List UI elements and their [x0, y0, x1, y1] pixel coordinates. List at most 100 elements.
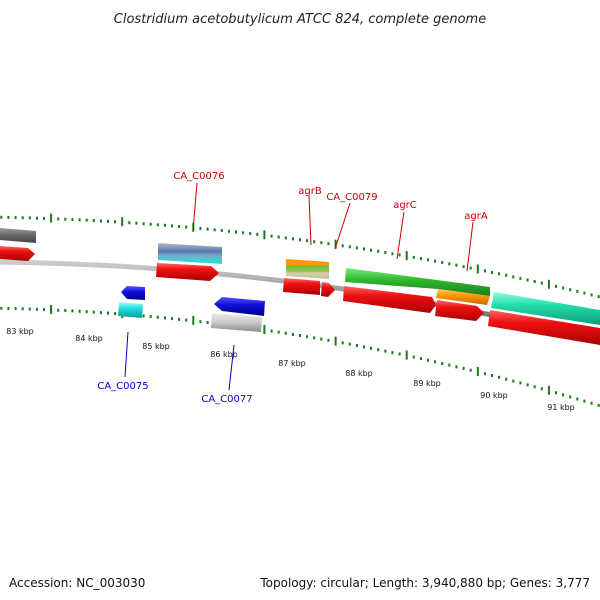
upper-scale-minor-tick [519, 276, 522, 280]
lower-scale-minor-tick [448, 363, 451, 367]
upper-scale-minor-tick [78, 218, 81, 222]
lower-scale-minor-tick [270, 329, 273, 333]
leader-line-agrc [396, 211, 405, 260]
lower-scale-minor-tick [35, 307, 38, 311]
gene-label-agrc[interactable]: agrC [393, 200, 417, 211]
upper-scale-minor-tick [14, 216, 17, 220]
upper-scale-minor-tick [505, 273, 508, 277]
cds-upper-red-4[interactable] [321, 282, 335, 297]
lower-scale-minor-tick [434, 360, 437, 364]
lower-scale-minor-tick [163, 316, 166, 320]
upper-scale-minor-tick [249, 232, 252, 236]
lower-scale-minor-tick [391, 351, 394, 355]
upper-scale-minor-tick [242, 231, 245, 235]
lower-scale-minor-tick [512, 379, 515, 383]
cds-upper-mint[interactable] [491, 292, 600, 325]
cds-upper-dark-gray[interactable] [0, 228, 36, 243]
lower-scale-minor-tick [71, 309, 74, 313]
lower-scale-minor-tick [341, 341, 344, 345]
kbp-label-88: 88 kbp [345, 369, 373, 378]
lower-scale-minor-tick [7, 307, 10, 310]
upper-scale-minor-tick [64, 217, 67, 221]
lower-scale-minor-tick [355, 344, 358, 347]
cds-upper-red-7[interactable] [488, 310, 600, 345]
upper-scale-minor-tick [327, 242, 330, 246]
lower-scale-minor-tick [178, 317, 181, 321]
lower-scale-major-tick [405, 350, 408, 360]
upper-scale-minor-tick [107, 219, 109, 223]
cds-lower-blue-ca-c0075[interactable] [121, 286, 145, 300]
cds-upper-red-1[interactable] [0, 246, 35, 261]
upper-scale-minor-tick [71, 218, 74, 221]
upper-scale-minor-tick [391, 252, 394, 256]
upper-scale-minor-tick [291, 237, 294, 241]
lower-scale-minor-tick [291, 332, 294, 336]
lower-scale-minor-tick [85, 310, 88, 314]
upper-scale-minor-tick [498, 272, 501, 276]
upper-scale-minor-tick [28, 216, 31, 220]
genome-summary-text: Topology: circular; Length: 3,940,880 bp… [259, 576, 590, 590]
lower-scale-minor-tick [555, 391, 557, 395]
kbp-label-87: 87 kbp [278, 359, 306, 368]
cds-upper-orange-agra[interactable] [436, 289, 490, 305]
upper-scale-minor-tick [156, 223, 159, 227]
lower-scale-minor-tick [363, 345, 365, 349]
gene-label-agra[interactable]: agrA [464, 211, 488, 222]
kbp-label-91: 91 kbp [547, 403, 575, 412]
upper-scale-minor-tick [427, 258, 429, 262]
gene-label-ca-c0076[interactable]: CA_C0076 [173, 171, 224, 182]
upper-scale-minor-tick [142, 222, 145, 226]
cds-upper-red-2[interactable] [156, 263, 219, 281]
upper-scale-major-tick [476, 264, 479, 274]
leader-line-agra [466, 221, 474, 272]
upper-scale-minor-tick [384, 251, 387, 254]
lower-scale-minor-tick [597, 403, 600, 407]
cds-upper-red-5[interactable] [343, 286, 436, 313]
cds-upper-multi[interactable] [286, 259, 329, 279]
cds-lower-blue-ca-c0077[interactable] [214, 297, 265, 316]
kbp-label-84: 84 kbp [75, 334, 103, 343]
lower-scale-major-tick [263, 325, 266, 334]
upper-scale-minor-tick [320, 241, 323, 245]
lower-scale-minor-tick [28, 307, 31, 311]
cds-upper-green-agrc[interactable] [345, 268, 490, 296]
upper-scale-minor-tick [178, 225, 181, 228]
upper-scale-minor-tick [163, 223, 166, 227]
upper-scale-minor-tick [213, 228, 216, 232]
lower-scale-minor-tick [441, 362, 444, 365]
gene-label-ca-c0079[interactable]: CA_C0079 [326, 192, 377, 203]
cds-upper-red-3[interactable] [283, 278, 320, 295]
cds-upper-red-6[interactable] [435, 300, 484, 321]
lower-scale-minor-tick [185, 318, 188, 322]
lower-scale-major-tick [547, 385, 550, 395]
upper-scale-major-tick [334, 239, 337, 249]
upper-scale-minor-tick [284, 236, 287, 240]
upper-scale-minor-tick [99, 219, 102, 223]
lower-scale-minor-tick [284, 331, 287, 335]
upper-scale-minor-tick [256, 232, 259, 236]
lower-scale-minor-tick [171, 317, 173, 321]
upper-scale-minor-tick [43, 216, 45, 220]
upper-scale-minor-tick [526, 278, 529, 282]
upper-scale-minor-tick [533, 280, 536, 283]
upper-scale-minor-tick [412, 255, 415, 259]
upper-scale-major-tick [405, 251, 408, 261]
cds-lower-cyan[interactable] [118, 302, 143, 318]
gene-label-ca-c0077[interactable]: CA_C0077 [201, 394, 252, 405]
lower-scale-minor-tick [57, 308, 60, 312]
gene-label-agrb[interactable]: agrB [298, 186, 322, 197]
lower-scale-minor-tick [149, 315, 152, 319]
upper-scale-minor-tick [306, 239, 309, 243]
gene-label-ca-c0075[interactable]: CA_C0075 [97, 381, 148, 392]
cds-lower-gray[interactable] [211, 313, 262, 332]
cds-upper-striped[interactable] [158, 243, 222, 264]
lower-scale-minor-tick [498, 375, 501, 379]
upper-scale-minor-tick [0, 215, 3, 219]
upper-scale-minor-tick [206, 227, 209, 231]
kbp-label-90: 90 kbp [480, 391, 508, 400]
upper-scale-minor-tick [185, 225, 188, 229]
lower-scale-minor-tick [540, 387, 543, 391]
lower-scale-minor-tick [313, 336, 316, 340]
upper-scale-minor-tick [555, 284, 557, 288]
